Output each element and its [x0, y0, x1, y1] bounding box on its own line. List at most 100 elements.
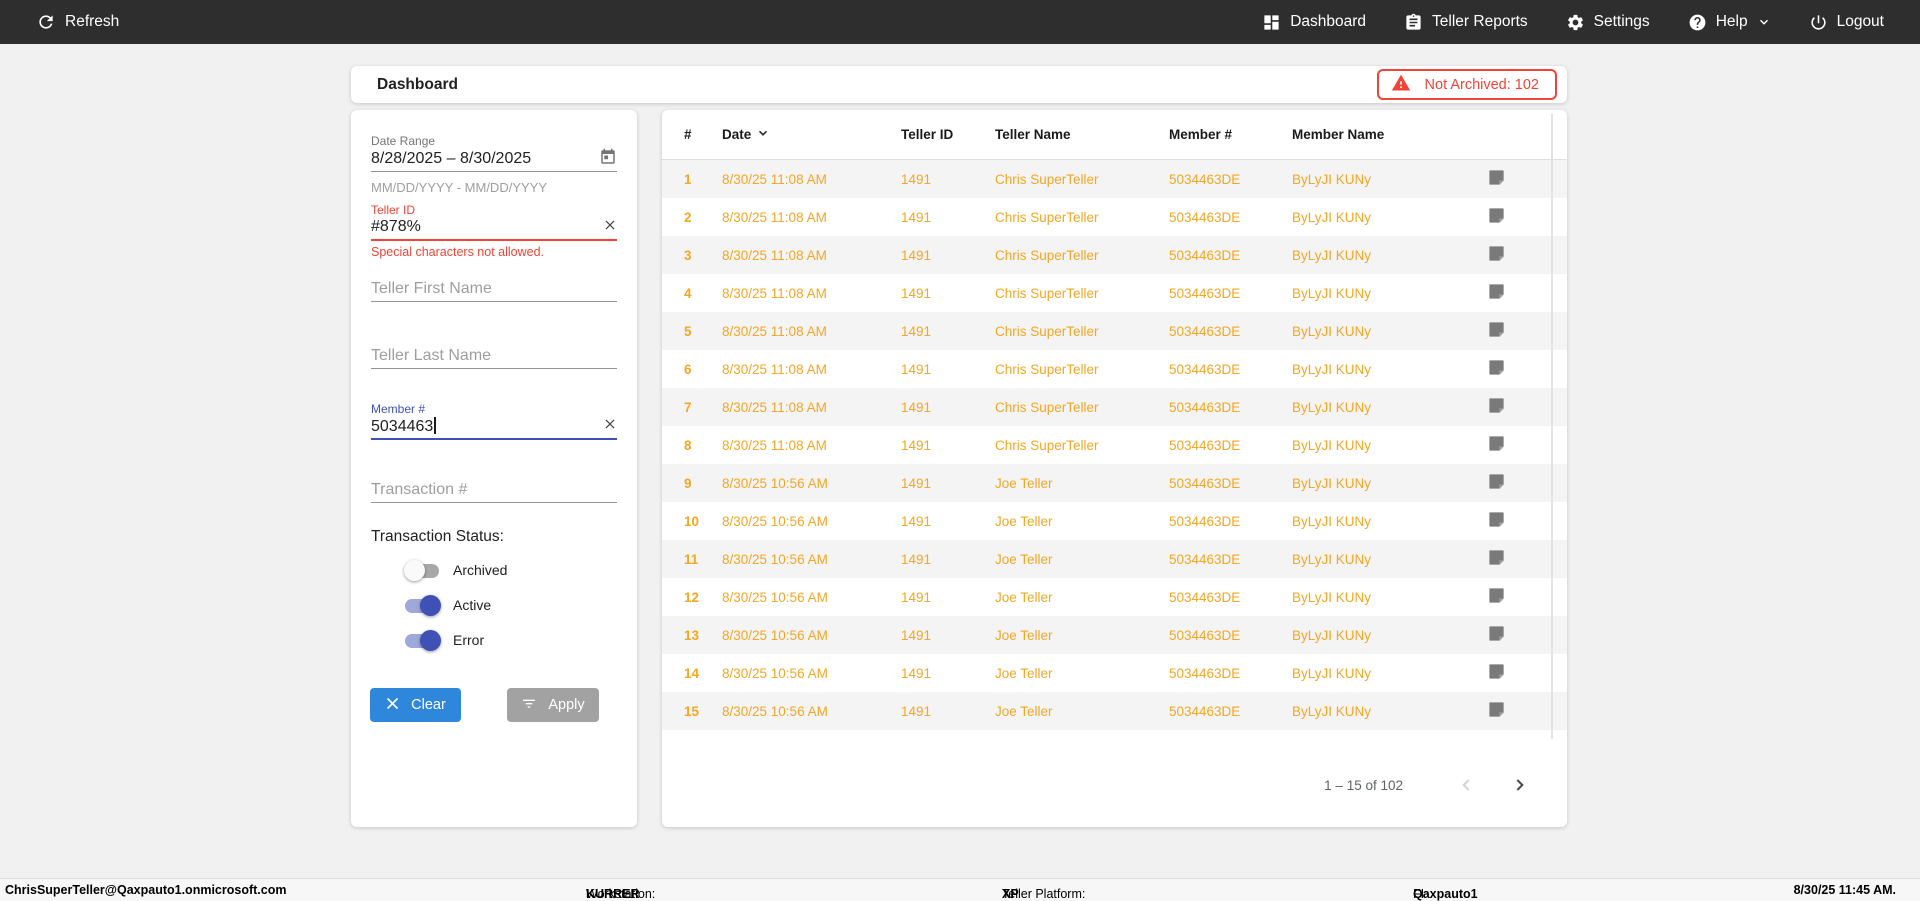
note-icon[interactable]	[1487, 586, 1506, 608]
clear-button[interactable]: Clear	[370, 688, 461, 722]
row-number: 13	[684, 627, 700, 643]
teller-first-name-field[interactable]: Teller First Name	[371, 277, 617, 302]
note-icon[interactable]	[1487, 206, 1506, 228]
row-number: 3	[684, 247, 692, 263]
row-member-number: 5034463DE	[1169, 437, 1241, 453]
teller-id-field[interactable]: #878%	[371, 215, 617, 241]
transaction-status-label: Transaction Status:	[371, 528, 504, 545]
member-number-label: Member #	[371, 402, 426, 416]
row-number: 4	[684, 285, 692, 301]
nav-dashboard[interactable]: Dashboard	[1262, 13, 1366, 32]
next-page-button[interactable]	[1507, 773, 1531, 797]
table-row[interactable]: 8 8/30/25 11:08 AM 1491 Chris SuperTelle…	[662, 426, 1567, 464]
note-icon[interactable]	[1487, 624, 1506, 646]
note-icon[interactable]	[1487, 700, 1506, 722]
table-row[interactable]: 7 8/30/25 11:08 AM 1491 Chris SuperTelle…	[662, 388, 1567, 426]
note-icon[interactable]	[1487, 662, 1506, 684]
row-member-number: 5034463DE	[1169, 551, 1241, 567]
results-table-card: # Date Teller ID Teller Name Member # Me…	[662, 110, 1567, 827]
table-row[interactable]: 9 8/30/25 10:56 AM 1491 Joe Teller 50344…	[662, 464, 1567, 502]
nav-help[interactable]: Help	[1688, 13, 1771, 32]
row-member-number: 5034463DE	[1169, 323, 1241, 339]
column-header-teller-name[interactable]: Teller Name	[995, 127, 1071, 142]
row-teller-id: 1491	[901, 399, 932, 415]
note-icon[interactable]	[1487, 282, 1506, 304]
nav-logout[interactable]: Logout	[1809, 13, 1884, 32]
column-header-teller-id[interactable]: Teller ID	[901, 127, 954, 142]
nav-teller-reports[interactable]: Teller Reports	[1404, 13, 1528, 32]
status-toggle[interactable]	[404, 629, 441, 651]
row-teller-id: 1491	[901, 551, 932, 567]
row-member-number: 5034463DE	[1169, 361, 1241, 377]
row-date: 8/30/25 11:08 AM	[722, 209, 827, 225]
table-row[interactable]: 15 8/30/25 10:56 AM 1491 Joe Teller 5034…	[662, 692, 1567, 730]
row-teller-name: Joe Teller	[995, 665, 1053, 681]
scrollbar-track[interactable]	[1551, 114, 1553, 739]
row-member-number: 5034463DE	[1169, 247, 1241, 263]
table-row[interactable]: 13 8/30/25 10:56 AM 1491 Joe Teller 5034…	[662, 616, 1567, 654]
row-member-number: 5034463DE	[1169, 665, 1241, 681]
table-row[interactable]: 6 8/30/25 11:08 AM 1491 Chris SuperTelle…	[662, 350, 1567, 388]
apply-button[interactable]: Apply	[507, 688, 599, 722]
date-range-value: 8/28/2025 – 8/30/2025	[371, 150, 532, 167]
nav-settings[interactable]: Settings	[1566, 13, 1650, 32]
table-row[interactable]: 14 8/30/25 10:56 AM 1491 Joe Teller 5034…	[662, 654, 1567, 692]
row-teller-id: 1491	[901, 589, 932, 605]
row-number: 14	[684, 665, 700, 681]
column-header-num[interactable]: #	[684, 127, 692, 142]
table-row[interactable]: 4 8/30/25 11:08 AM 1491 Chris SuperTelle…	[662, 274, 1567, 312]
note-icon[interactable]	[1487, 244, 1506, 266]
help-icon	[1688, 13, 1707, 32]
status-toggle-row: Active	[404, 593, 617, 617]
teller-id-value: #878%	[371, 218, 421, 235]
column-header-member-name[interactable]: Member Name	[1292, 127, 1385, 142]
table-row[interactable]: 5 8/30/25 11:08 AM 1491 Chris SuperTelle…	[662, 312, 1567, 350]
status-toggle[interactable]	[404, 594, 441, 616]
clear-member-number-icon[interactable]	[603, 417, 617, 436]
table-row[interactable]: 1 8/30/25 11:08 AM 1491 Chris SuperTelle…	[662, 160, 1567, 198]
row-teller-name: Chris SuperTeller	[995, 285, 1099, 301]
member-number-field[interactable]: 5034463	[371, 414, 617, 440]
table-row[interactable]: 2 8/30/25 11:08 AM 1491 Chris SuperTelle…	[662, 198, 1567, 236]
note-icon[interactable]	[1487, 358, 1506, 380]
refresh-label: Refresh	[65, 13, 120, 30]
row-member-name: ByLyJI KUNy	[1292, 285, 1372, 301]
row-teller-name: Chris SuperTeller	[995, 247, 1099, 263]
note-icon[interactable]	[1487, 434, 1506, 456]
transaction-number-field[interactable]: Transaction #	[371, 478, 617, 503]
row-teller-id: 1491	[901, 285, 932, 301]
note-icon[interactable]	[1487, 320, 1506, 342]
row-member-number: 5034463DE	[1169, 209, 1241, 225]
teller-last-name-field[interactable]: Teller Last Name	[371, 344, 617, 369]
row-date: 8/30/25 11:08 AM	[722, 437, 827, 453]
status-toggle[interactable]	[404, 559, 441, 581]
note-icon[interactable]	[1487, 472, 1506, 494]
note-icon[interactable]	[1487, 510, 1506, 532]
note-icon[interactable]	[1487, 168, 1506, 190]
teller-id-label: Teller ID	[371, 203, 416, 217]
not-archived-badge[interactable]: Not Archived: 102	[1376, 69, 1557, 100]
row-member-name: ByLyJI KUNy	[1292, 703, 1372, 719]
row-member-number: 5034463DE	[1169, 589, 1241, 605]
row-teller-id: 1491	[901, 247, 932, 263]
clear-teller-id-icon[interactable]	[603, 218, 617, 237]
table-row[interactable]: 3 8/30/25 11:08 AM 1491 Chris SuperTelle…	[662, 236, 1567, 274]
table-row[interactable]: 11 8/30/25 10:56 AM 1491 Joe Teller 5034…	[662, 540, 1567, 578]
date-range-field[interactable]: 8/28/2025 – 8/30/2025	[371, 147, 617, 172]
row-teller-name: Chris SuperTeller	[995, 171, 1099, 187]
nav-teller-reports-label: Teller Reports	[1432, 13, 1528, 30]
table-row[interactable]: 10 8/30/25 10:56 AM 1491 Joe Teller 5034…	[662, 502, 1567, 540]
column-header-member-number[interactable]: Member #	[1169, 127, 1233, 142]
table-row[interactable]: 12 8/30/25 10:56 AM 1491 Joe Teller 5034…	[662, 578, 1567, 616]
row-date: 8/30/25 11:08 AM	[722, 171, 827, 187]
previous-page-button[interactable]	[1455, 773, 1479, 797]
refresh-button[interactable]: Refresh	[36, 12, 119, 32]
column-header-date[interactable]: Date	[722, 126, 901, 143]
chevron-down-icon	[1757, 15, 1771, 29]
note-icon[interactable]	[1487, 548, 1506, 570]
text-caret	[434, 416, 436, 434]
note-icon[interactable]	[1487, 396, 1506, 418]
row-teller-name: Joe Teller	[995, 551, 1053, 567]
row-date: 8/30/25 10:56 AM	[722, 665, 828, 681]
calendar-icon[interactable]	[599, 148, 617, 171]
